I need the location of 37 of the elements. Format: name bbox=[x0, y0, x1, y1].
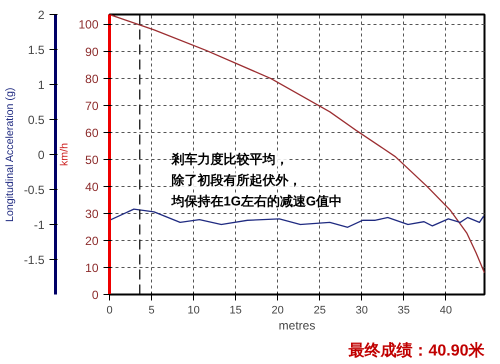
line-series bbox=[110, 208, 484, 228]
y-tick-label: -0.5 bbox=[24, 183, 45, 197]
y-axis-title: Longitudinal Acceleration (g) bbox=[4, 88, 16, 222]
y2-tick-label: 100 bbox=[78, 18, 99, 32]
y2-axis-title: km/h bbox=[58, 142, 70, 166]
x-tick-label: 30 bbox=[356, 304, 368, 316]
y-tick-label: 2 bbox=[38, 8, 45, 22]
y-tick-label: 1 bbox=[38, 78, 45, 92]
x-tick-label: 0 bbox=[106, 304, 113, 316]
x-tick-label: 20 bbox=[272, 304, 284, 316]
y2-tick-label: 80 bbox=[85, 72, 99, 86]
x-tick-label: 15 bbox=[230, 304, 242, 316]
x-tick-label: 10 bbox=[187, 304, 200, 316]
y2-tick-label: 30 bbox=[85, 206, 99, 221]
y2-tick-label: 0 bbox=[92, 288, 99, 302]
y-tick-label: 0 bbox=[38, 148, 45, 162]
y2-tick-label: 50 bbox=[85, 152, 99, 167]
annotation: 除了初段有所起伏外， bbox=[172, 172, 302, 188]
y-tick-label: 1.5 bbox=[28, 43, 45, 57]
y2-tick-label: 40 bbox=[85, 180, 99, 194]
y2-tick-label: 90 bbox=[85, 44, 99, 59]
x-tick-label: 5 bbox=[148, 304, 155, 316]
y-tick-label: -1 bbox=[34, 218, 45, 232]
x-tick-label: 35 bbox=[398, 304, 410, 316]
x-axis-title: metres bbox=[278, 318, 316, 332]
x-tick-label: 25 bbox=[314, 304, 326, 316]
line-series bbox=[110, 14, 484, 274]
text: 最终成绩：40.90米 bbox=[347, 342, 486, 360]
y-tick-label: 0.5 bbox=[28, 113, 45, 127]
y2-tick-label: 20 bbox=[85, 234, 99, 248]
y2-tick-label: 60 bbox=[85, 126, 99, 140]
x-tick-label: 40 bbox=[440, 304, 452, 316]
annotation: 均保持在1G左右的减速G值中 bbox=[170, 194, 342, 208]
y2-tick-label: 10 bbox=[85, 260, 99, 275]
annotation: 剎车力度比较平均， bbox=[170, 152, 288, 166]
y-tick-label: -1.5 bbox=[24, 253, 45, 267]
y2-tick-label: 70 bbox=[85, 98, 99, 113]
